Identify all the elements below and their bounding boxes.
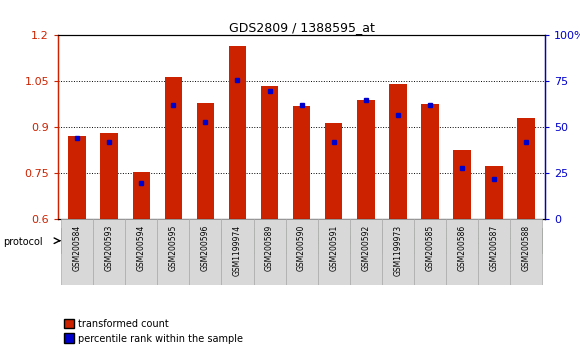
- Bar: [222, 219, 253, 285]
- Bar: [318, 219, 350, 285]
- Text: GSM200593: GSM200593: [105, 225, 114, 271]
- Text: GSM1199974: GSM1199974: [233, 225, 242, 276]
- Bar: [68, 136, 86, 219]
- Text: osteoarthritic ipsilateral: osteoarthritic ipsilateral: [403, 236, 520, 246]
- Bar: [61, 228, 222, 253]
- Bar: [325, 123, 342, 219]
- Bar: [293, 106, 310, 219]
- Bar: [197, 103, 214, 219]
- Bar: [517, 118, 535, 219]
- Bar: [389, 85, 407, 219]
- Bar: [190, 219, 222, 285]
- Text: protocol: protocol: [3, 238, 42, 247]
- Bar: [229, 46, 246, 219]
- Bar: [382, 228, 542, 253]
- Bar: [125, 219, 157, 285]
- Text: GSM200588: GSM200588: [521, 225, 531, 271]
- Bar: [61, 219, 93, 285]
- Bar: [485, 166, 503, 219]
- Bar: [510, 219, 542, 285]
- Bar: [357, 100, 375, 219]
- Bar: [350, 219, 382, 285]
- Bar: [382, 219, 414, 285]
- Bar: [446, 219, 478, 285]
- Bar: [453, 150, 471, 219]
- Bar: [478, 219, 510, 285]
- Text: percentile rank within the sample: percentile rank within the sample: [78, 334, 243, 344]
- Bar: [93, 219, 125, 285]
- Text: GSM1199973: GSM1199973: [393, 225, 403, 276]
- Text: GSM200587: GSM200587: [490, 225, 498, 271]
- Text: GSM200589: GSM200589: [265, 225, 274, 271]
- Bar: [165, 77, 182, 219]
- Bar: [285, 219, 318, 285]
- Bar: [157, 219, 190, 285]
- Text: transformed count: transformed count: [78, 319, 169, 329]
- Title: GDS2809 / 1388595_at: GDS2809 / 1388595_at: [229, 21, 375, 34]
- Text: normal contralateral: normal contralateral: [252, 236, 351, 246]
- Text: GSM200585: GSM200585: [425, 225, 434, 271]
- Text: sham: sham: [128, 236, 155, 246]
- Bar: [414, 219, 446, 285]
- Bar: [222, 228, 382, 253]
- Bar: [421, 104, 438, 219]
- Text: GSM200584: GSM200584: [72, 225, 82, 271]
- Text: GSM200592: GSM200592: [361, 225, 370, 271]
- Bar: [100, 133, 118, 219]
- Text: GSM200595: GSM200595: [169, 225, 178, 271]
- Text: GSM200596: GSM200596: [201, 225, 210, 271]
- Bar: [261, 86, 278, 219]
- Text: GSM200590: GSM200590: [297, 225, 306, 271]
- Text: GSM200594: GSM200594: [137, 225, 146, 271]
- Bar: [132, 172, 150, 219]
- Text: GSM200586: GSM200586: [458, 225, 466, 271]
- Bar: [253, 219, 285, 285]
- Text: GSM200591: GSM200591: [329, 225, 338, 271]
